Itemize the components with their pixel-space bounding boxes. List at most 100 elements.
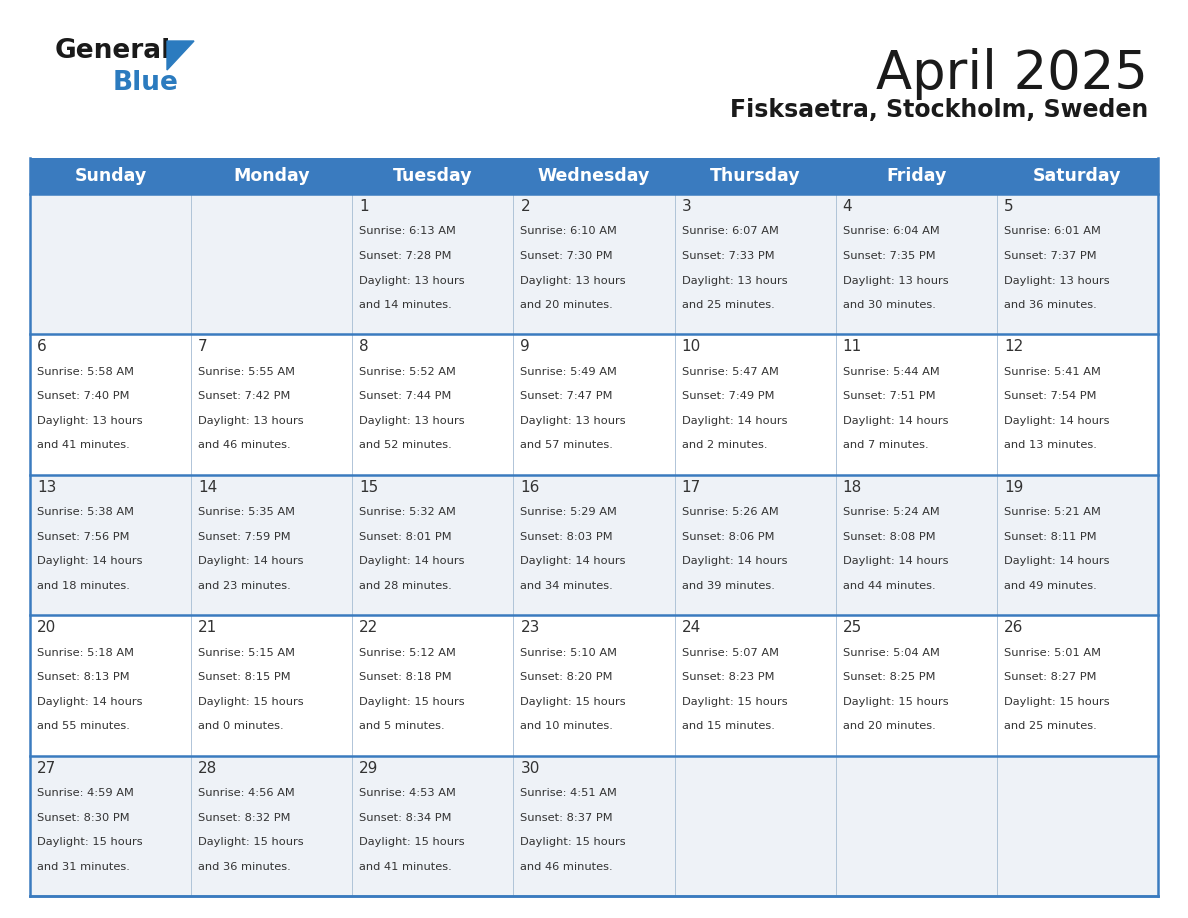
Text: Daylight: 14 hours: Daylight: 14 hours (520, 556, 626, 566)
Text: and 5 minutes.: and 5 minutes. (359, 722, 446, 732)
Text: Sunset: 8:23 PM: Sunset: 8:23 PM (682, 672, 775, 682)
Bar (30, 194, 1158, 334)
Text: and 34 minutes.: and 34 minutes. (520, 581, 613, 591)
Bar (30, 334, 1158, 475)
Text: 29: 29 (359, 761, 379, 776)
Text: Sunrise: 4:59 AM: Sunrise: 4:59 AM (37, 788, 134, 798)
Text: Daylight: 15 hours: Daylight: 15 hours (520, 697, 626, 707)
Text: Sunrise: 5:41 AM: Sunrise: 5:41 AM (1004, 367, 1101, 376)
Text: Daylight: 13 hours: Daylight: 13 hours (359, 416, 465, 426)
Text: Sunset: 8:06 PM: Sunset: 8:06 PM (682, 532, 775, 542)
Text: and 55 minutes.: and 55 minutes. (37, 722, 129, 732)
Text: 12: 12 (1004, 340, 1023, 354)
Text: Sunset: 8:03 PM: Sunset: 8:03 PM (520, 532, 613, 542)
Text: Tuesday: Tuesday (393, 167, 473, 185)
Text: and 44 minutes.: and 44 minutes. (842, 581, 935, 591)
Text: Sunrise: 4:51 AM: Sunrise: 4:51 AM (520, 788, 618, 798)
Text: Daylight: 15 hours: Daylight: 15 hours (359, 697, 465, 707)
Text: Sunset: 8:30 PM: Sunset: 8:30 PM (37, 812, 129, 823)
Text: Daylight: 15 hours: Daylight: 15 hours (1004, 697, 1110, 707)
Text: Daylight: 13 hours: Daylight: 13 hours (520, 416, 626, 426)
Text: Sunset: 7:59 PM: Sunset: 7:59 PM (198, 532, 291, 542)
Text: Sunrise: 4:53 AM: Sunrise: 4:53 AM (359, 788, 456, 798)
Text: and 28 minutes.: and 28 minutes. (359, 581, 453, 591)
Text: Sunset: 7:28 PM: Sunset: 7:28 PM (359, 251, 451, 261)
Text: Daylight: 13 hours: Daylight: 13 hours (520, 275, 626, 285)
Text: Daylight: 13 hours: Daylight: 13 hours (682, 275, 788, 285)
Polygon shape (168, 41, 194, 70)
Text: Sunrise: 5:35 AM: Sunrise: 5:35 AM (198, 507, 295, 517)
Text: Daylight: 13 hours: Daylight: 13 hours (37, 416, 143, 426)
Text: Sunset: 7:56 PM: Sunset: 7:56 PM (37, 532, 129, 542)
Text: Sunset: 8:13 PM: Sunset: 8:13 PM (37, 672, 129, 682)
Text: Sunrise: 5:58 AM: Sunrise: 5:58 AM (37, 367, 134, 376)
Text: and 15 minutes.: and 15 minutes. (682, 722, 775, 732)
Text: 3: 3 (682, 199, 691, 214)
Text: Sunrise: 4:56 AM: Sunrise: 4:56 AM (198, 788, 295, 798)
Text: Sunrise: 6:10 AM: Sunrise: 6:10 AM (520, 227, 618, 236)
Text: Sunset: 8:11 PM: Sunset: 8:11 PM (1004, 532, 1097, 542)
Text: Sunrise: 5:52 AM: Sunrise: 5:52 AM (359, 367, 456, 376)
Text: and 57 minutes.: and 57 minutes. (520, 441, 613, 451)
Text: Sunset: 7:47 PM: Sunset: 7:47 PM (520, 391, 613, 401)
Text: and 41 minutes.: and 41 minutes. (37, 441, 129, 451)
Text: Daylight: 14 hours: Daylight: 14 hours (682, 556, 788, 566)
Text: Fisksaetra, Stockholm, Sweden: Fisksaetra, Stockholm, Sweden (729, 98, 1148, 122)
Text: 14: 14 (198, 480, 217, 495)
Text: 30: 30 (520, 761, 539, 776)
Text: Sunrise: 5:15 AM: Sunrise: 5:15 AM (198, 647, 295, 657)
Text: Daylight: 14 hours: Daylight: 14 hours (1004, 556, 1110, 566)
Text: Sunset: 7:51 PM: Sunset: 7:51 PM (842, 391, 935, 401)
Text: Daylight: 14 hours: Daylight: 14 hours (682, 416, 788, 426)
Text: 19: 19 (1004, 480, 1023, 495)
Text: 15: 15 (359, 480, 379, 495)
Text: and 46 minutes.: and 46 minutes. (198, 441, 291, 451)
Text: 11: 11 (842, 340, 862, 354)
Text: Sunset: 8:37 PM: Sunset: 8:37 PM (520, 812, 613, 823)
Text: Sunrise: 6:04 AM: Sunrise: 6:04 AM (842, 227, 940, 236)
Text: Sunrise: 5:10 AM: Sunrise: 5:10 AM (520, 647, 618, 657)
Text: Sunset: 7:49 PM: Sunset: 7:49 PM (682, 391, 775, 401)
Text: Wednesday: Wednesday (538, 167, 650, 185)
Text: Daylight: 15 hours: Daylight: 15 hours (198, 697, 304, 707)
Text: Saturday: Saturday (1034, 167, 1121, 185)
Text: Daylight: 15 hours: Daylight: 15 hours (359, 837, 465, 847)
Text: and 13 minutes.: and 13 minutes. (1004, 441, 1097, 451)
Text: and 14 minutes.: and 14 minutes. (359, 300, 453, 310)
Text: Daylight: 14 hours: Daylight: 14 hours (198, 556, 304, 566)
Text: Sunset: 7:37 PM: Sunset: 7:37 PM (1004, 251, 1097, 261)
Text: 4: 4 (842, 199, 852, 214)
Text: Sunrise: 5:49 AM: Sunrise: 5:49 AM (520, 367, 618, 376)
Text: Daylight: 15 hours: Daylight: 15 hours (520, 837, 626, 847)
Text: Sunset: 8:34 PM: Sunset: 8:34 PM (359, 812, 451, 823)
Text: Daylight: 15 hours: Daylight: 15 hours (682, 697, 788, 707)
Text: Sunrise: 6:07 AM: Sunrise: 6:07 AM (682, 227, 778, 236)
Text: Daylight: 13 hours: Daylight: 13 hours (842, 275, 948, 285)
Text: Sunset: 8:25 PM: Sunset: 8:25 PM (842, 672, 935, 682)
Text: and 25 minutes.: and 25 minutes. (682, 300, 775, 310)
Text: Sunrise: 5:07 AM: Sunrise: 5:07 AM (682, 647, 778, 657)
Text: Sunset: 7:30 PM: Sunset: 7:30 PM (520, 251, 613, 261)
Bar (30, 756, 1158, 896)
Text: 28: 28 (198, 761, 217, 776)
Text: Sunset: 8:01 PM: Sunset: 8:01 PM (359, 532, 451, 542)
Text: Sunrise: 5:55 AM: Sunrise: 5:55 AM (198, 367, 295, 376)
Text: April 2025: April 2025 (876, 48, 1148, 100)
Text: Sunset: 7:44 PM: Sunset: 7:44 PM (359, 391, 451, 401)
Text: Sunrise: 5:29 AM: Sunrise: 5:29 AM (520, 507, 618, 517)
Text: Daylight: 15 hours: Daylight: 15 hours (37, 837, 143, 847)
Text: Sunset: 7:35 PM: Sunset: 7:35 PM (842, 251, 935, 261)
Text: and 52 minutes.: and 52 minutes. (359, 441, 453, 451)
Text: 6: 6 (37, 340, 46, 354)
Bar (30, 615, 1158, 756)
Text: and 36 minutes.: and 36 minutes. (1004, 300, 1097, 310)
Text: Sunrise: 5:44 AM: Sunrise: 5:44 AM (842, 367, 940, 376)
Text: Sunset: 8:20 PM: Sunset: 8:20 PM (520, 672, 613, 682)
Text: Friday: Friday (886, 167, 947, 185)
Text: Sunday: Sunday (75, 167, 146, 185)
Text: Sunrise: 5:38 AM: Sunrise: 5:38 AM (37, 507, 134, 517)
Bar (30, 475, 1158, 615)
Text: and 30 minutes.: and 30 minutes. (842, 300, 936, 310)
Text: Daylight: 15 hours: Daylight: 15 hours (842, 697, 948, 707)
Text: Sunset: 7:33 PM: Sunset: 7:33 PM (682, 251, 775, 261)
